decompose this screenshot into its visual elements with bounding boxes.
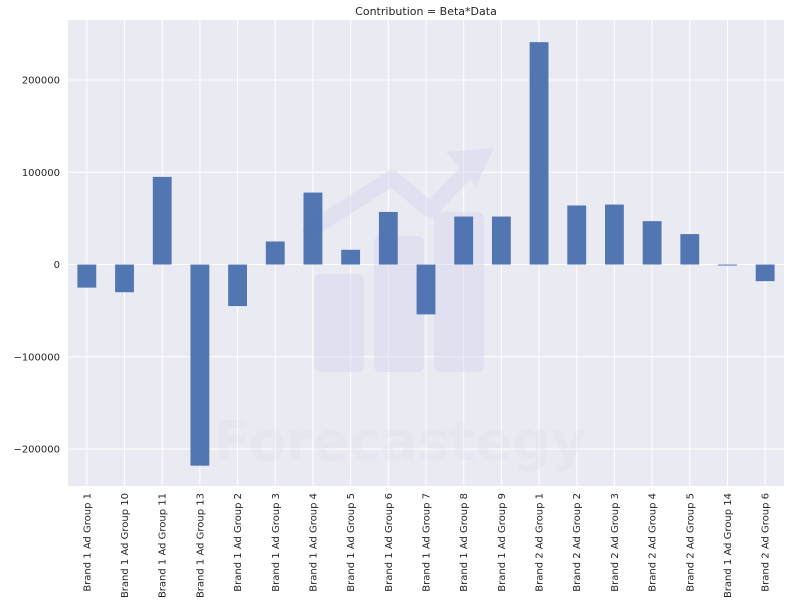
bars-layer	[77, 42, 775, 466]
x-tick-label: Brand 2 Ad Group 5	[685, 493, 696, 592]
y-axis-ticks: 200000 100000 0 −100000 −200000	[13, 75, 60, 455]
y-tick-label: 200000	[22, 75, 60, 86]
bar	[265, 241, 285, 265]
bar	[77, 264, 97, 288]
bar	[718, 264, 737, 266]
watermark-arrow-head	[446, 148, 494, 186]
bar	[228, 264, 247, 307]
watermark-arrow-line	[302, 152, 486, 238]
y-tick-label: 100000	[22, 168, 60, 179]
watermark-bar-2	[374, 236, 424, 372]
x-tick-label: Brand 1 Ad Group 2	[233, 493, 244, 592]
bar	[190, 264, 210, 466]
bar	[755, 264, 775, 282]
watermark-bar-1	[314, 274, 364, 372]
y-tick-label: −100000	[13, 352, 60, 363]
x-tick-label: Brand 1 Ad Group 10	[120, 493, 131, 598]
x-tick-label: Brand 2 Ad Group 6	[761, 493, 772, 592]
bar	[680, 234, 700, 265]
bar	[115, 264, 134, 293]
bar	[378, 211, 398, 265]
x-tick-label: Brand 2 Ad Group 1	[535, 493, 546, 592]
watermark-logo: Forecastegy	[214, 148, 586, 473]
y-tick-label: 0	[54, 260, 60, 271]
x-tick-label: Brand 1 Ad Group 13	[195, 493, 206, 598]
bar	[416, 264, 436, 315]
x-tick-label: Brand 1 Ad Group 4	[308, 493, 319, 592]
bar	[303, 192, 323, 265]
x-tick-label: Brand 1 Ad Group 6	[384, 493, 395, 592]
bar	[152, 176, 172, 265]
bar	[529, 42, 549, 265]
x-tick-label: Brand 1 Ad Group 3	[271, 493, 282, 592]
x-tick-label: Brand 1 Ad Group 8	[459, 493, 470, 592]
bar	[605, 204, 624, 265]
x-tick-label: Brand 1 Ad Group 14	[723, 493, 734, 598]
x-tick-label: Brand 2 Ad Group 3	[610, 493, 621, 592]
x-tick-label: Brand 1 Ad Group 7	[422, 493, 433, 592]
watermark-text: Forecastegy	[214, 410, 586, 473]
chart-title: Contribution = Beta*Data	[355, 5, 497, 18]
x-tick-label: Brand 1 Ad Group 11	[158, 493, 169, 598]
x-tick-label: Brand 1 Ad Group 1	[82, 493, 93, 592]
bar	[567, 205, 587, 265]
bar	[341, 249, 361, 265]
x-axis-ticks: Brand 1 Ad Group 1 Brand 1 Ad Group 10 Bra…	[82, 493, 771, 598]
x-tick-label: Brand 1 Ad Group 5	[346, 493, 357, 592]
x-tick-label: Brand 2 Ad Group 4	[648, 493, 659, 592]
bar	[454, 216, 474, 265]
bar	[642, 221, 662, 265]
x-tick-label: Brand 1 Ad Group 9	[497, 493, 508, 592]
bar	[491, 216, 511, 265]
x-tick-label: Brand 2 Ad Group 2	[572, 493, 583, 592]
y-tick-label: −200000	[13, 445, 60, 456]
